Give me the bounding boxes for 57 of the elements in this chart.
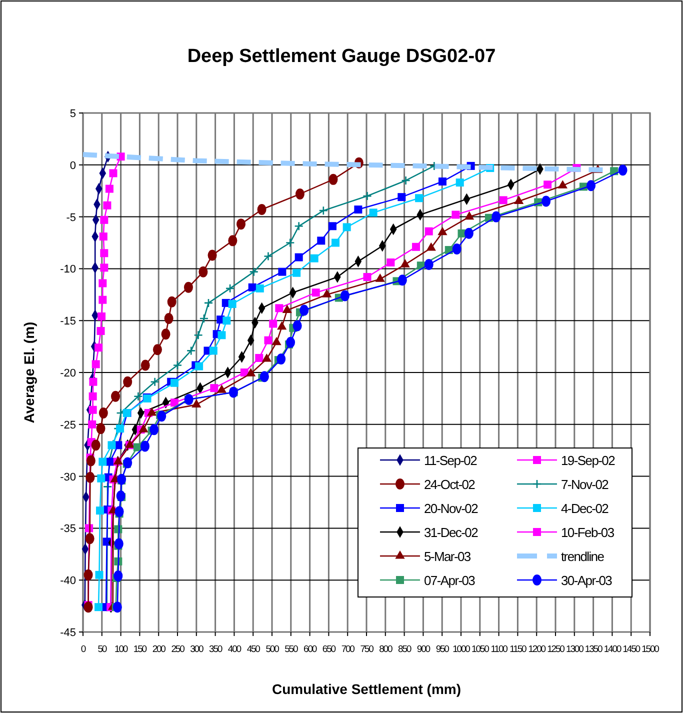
x-tick-label: 100 xyxy=(114,644,128,655)
x-tick-label: 250 xyxy=(171,644,185,655)
x-tick-label: 950 xyxy=(436,644,450,655)
x-tick-label: 1200 xyxy=(528,644,546,655)
y-tick-label: 5 xyxy=(70,108,76,120)
x-tick-label: 800 xyxy=(379,644,392,655)
legend-label: trendline xyxy=(561,549,604,564)
x-tick-label: 50 xyxy=(98,644,107,655)
x-tick-label: 300 xyxy=(190,644,204,655)
x-tick-label: 700 xyxy=(341,644,355,655)
x-tick-label: 200 xyxy=(152,644,166,655)
chart-title: Deep Settlement Gauge DSG02-07 xyxy=(187,46,496,67)
x-tick-label: 0 xyxy=(80,644,86,655)
y-tick-label: -45 xyxy=(60,627,76,639)
x-tick-label: 1400 xyxy=(604,644,622,655)
y-tick-label: -25 xyxy=(60,419,76,432)
y-tick-label: -35 xyxy=(60,523,76,536)
x-tick-label: 1000 xyxy=(452,644,470,655)
legend-label: 31-Dec-02 xyxy=(424,525,478,540)
x-tick-label: 1150 xyxy=(510,644,527,655)
x-tick-label: 450 xyxy=(246,644,260,655)
legend-label: 24-Oct-02 xyxy=(424,477,476,492)
x-tick-label: 900 xyxy=(416,644,430,655)
x-tick-label: 1450 xyxy=(622,644,640,655)
x-tick-label: 350 xyxy=(209,644,222,655)
x-tick-label: 150 xyxy=(133,644,147,655)
x-tick-label: 400 xyxy=(228,644,242,655)
legend-label: 07-Apr-03 xyxy=(424,573,476,588)
y-tick-label: -5 xyxy=(66,212,76,224)
x-tick-label: 1350 xyxy=(584,644,602,655)
y-tick-label: -40 xyxy=(60,575,76,588)
x-tick-label: 500 xyxy=(266,644,280,655)
x-tick-label: 850 xyxy=(398,644,412,655)
x-tick-label: 1500 xyxy=(642,644,660,655)
y-tick-label: 0 xyxy=(70,160,76,172)
x-tick-label: 1250 xyxy=(547,644,565,655)
x-tick-label: 1050 xyxy=(472,644,490,655)
x-tick-label: 750 xyxy=(360,644,374,655)
legend-label: 11-Sep-02 xyxy=(424,453,478,468)
x-tick-label: 600 xyxy=(304,644,317,655)
y-axis-title: Average El. (m) xyxy=(21,322,37,424)
y-tick-label: -15 xyxy=(60,316,76,328)
x-tick-label: 650 xyxy=(322,644,336,655)
x-axis-title: Cumulative Settlement (mm) xyxy=(272,681,462,697)
legend-label: 20-Nov-02 xyxy=(424,501,478,516)
y-tick-label: -10 xyxy=(60,264,76,276)
legend-label: 5-Mar-03 xyxy=(424,549,471,564)
legend-label: 30-Apr-03 xyxy=(561,573,612,588)
x-tick-label: 1100 xyxy=(490,644,508,655)
legend-label: 10-Feb-03 xyxy=(561,525,614,540)
legend-label: 19-Sep-02 xyxy=(561,453,616,468)
x-tick-label: 1300 xyxy=(566,644,584,655)
legend-label: 4-Dec-02 xyxy=(561,501,609,516)
y-tick-label: -20 xyxy=(60,368,76,380)
y-tick-label: -30 xyxy=(60,471,76,484)
x-tick-label: 550 xyxy=(284,644,298,655)
legend-label: 7-Nov-02 xyxy=(561,477,609,492)
